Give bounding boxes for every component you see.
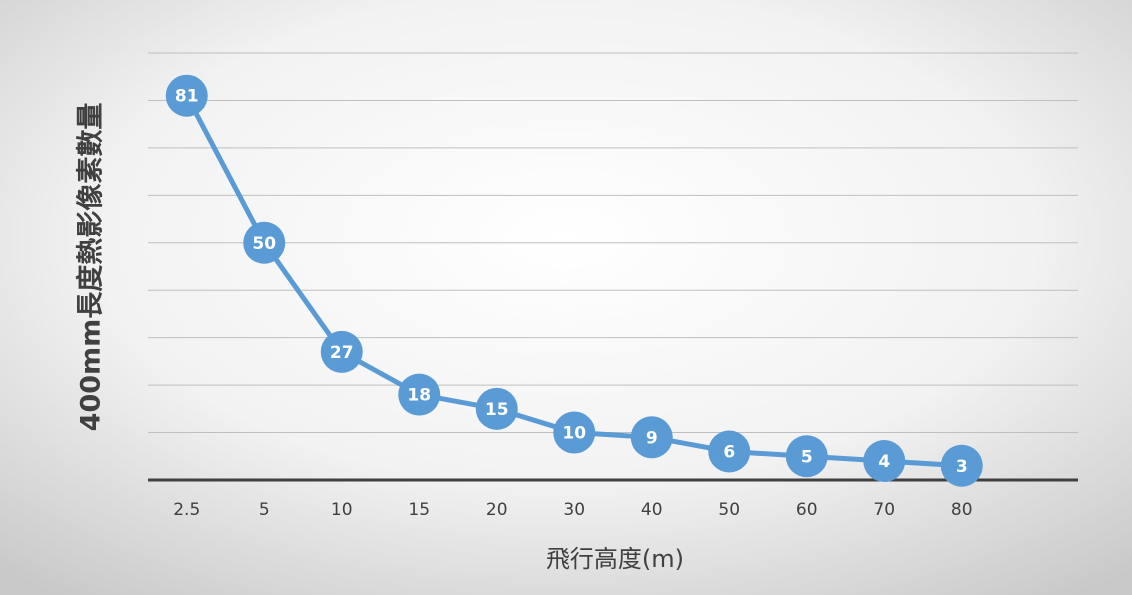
x-tick-label: 70 xyxy=(873,500,895,520)
x-tick-label: 50 xyxy=(718,500,740,520)
x-tick-label: 80 xyxy=(951,500,973,520)
marker xyxy=(398,373,441,416)
x-tick-label: 40 xyxy=(641,500,663,520)
x-axis-label: 飛行高度(m) xyxy=(546,545,684,573)
x-tick-label: 30 xyxy=(563,500,585,520)
data-label: 18 xyxy=(407,386,431,406)
x-tick-label: 5 xyxy=(259,500,270,520)
marker xyxy=(553,411,596,454)
x-tick-label: 60 xyxy=(796,500,818,520)
marker xyxy=(630,416,673,459)
marker xyxy=(243,221,286,264)
marker xyxy=(708,430,751,473)
marker xyxy=(165,74,208,117)
data-label: 6 xyxy=(723,443,735,463)
data-label: 81 xyxy=(175,87,199,107)
marker xyxy=(863,440,906,483)
data-label: 5 xyxy=(801,447,813,467)
data-label: 15 xyxy=(485,400,509,420)
data-label: 10 xyxy=(562,424,586,444)
data-label: 9 xyxy=(646,428,658,448)
y-axis-label: 400mm長度熱影像素數量 xyxy=(75,103,107,432)
data-label: 27 xyxy=(330,343,354,363)
data-label: 3 xyxy=(956,457,968,477)
data-label: 4 xyxy=(878,452,890,472)
marker xyxy=(475,387,518,430)
x-tick-label: 20 xyxy=(486,500,508,520)
data-label: 50 xyxy=(252,234,276,254)
x-tick-label: 2.5 xyxy=(173,500,200,520)
x-tick-label: 15 xyxy=(408,500,430,520)
marker xyxy=(320,330,363,373)
marker xyxy=(785,435,828,478)
x-tick-label: 10 xyxy=(331,500,353,520)
marker xyxy=(940,444,983,487)
